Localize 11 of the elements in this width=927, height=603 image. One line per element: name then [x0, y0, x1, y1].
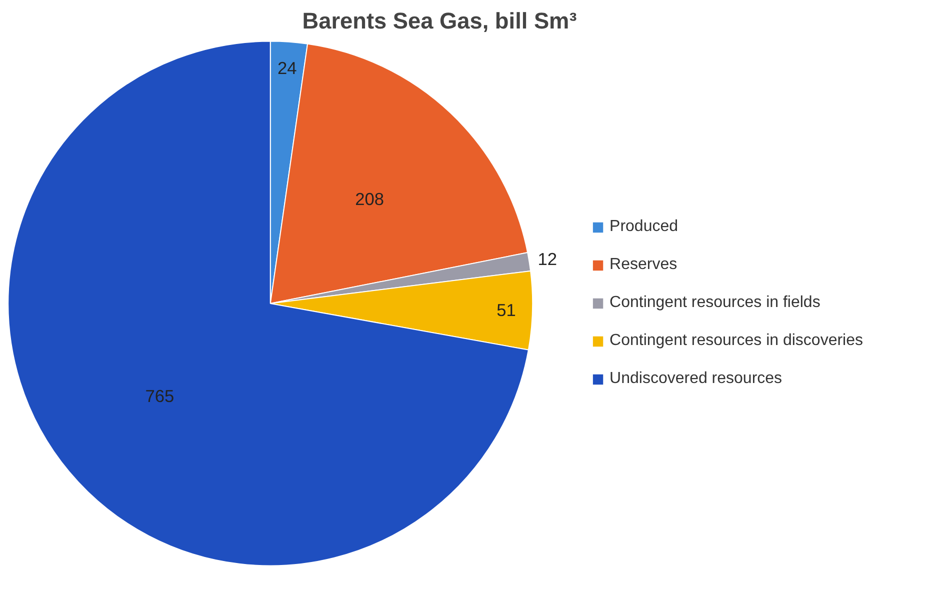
data-label: 12 — [538, 248, 558, 269]
data-label: 51 — [496, 300, 516, 320]
data-label: 24 — [277, 58, 298, 78]
chart-title: Barents Sea Gas, bill Sm³ — [302, 8, 578, 34]
data-label: 208 — [355, 188, 384, 209]
legend-label: Reserves — [610, 256, 678, 274]
legend-label: Produced — [610, 218, 678, 236]
legend-label: Contingent resources in discoveries — [610, 332, 863, 350]
legend-label: Contingent resources in fields — [610, 294, 820, 312]
legend-label: Undiscovered resources — [610, 370, 782, 388]
data-label: 765 — [145, 386, 174, 406]
